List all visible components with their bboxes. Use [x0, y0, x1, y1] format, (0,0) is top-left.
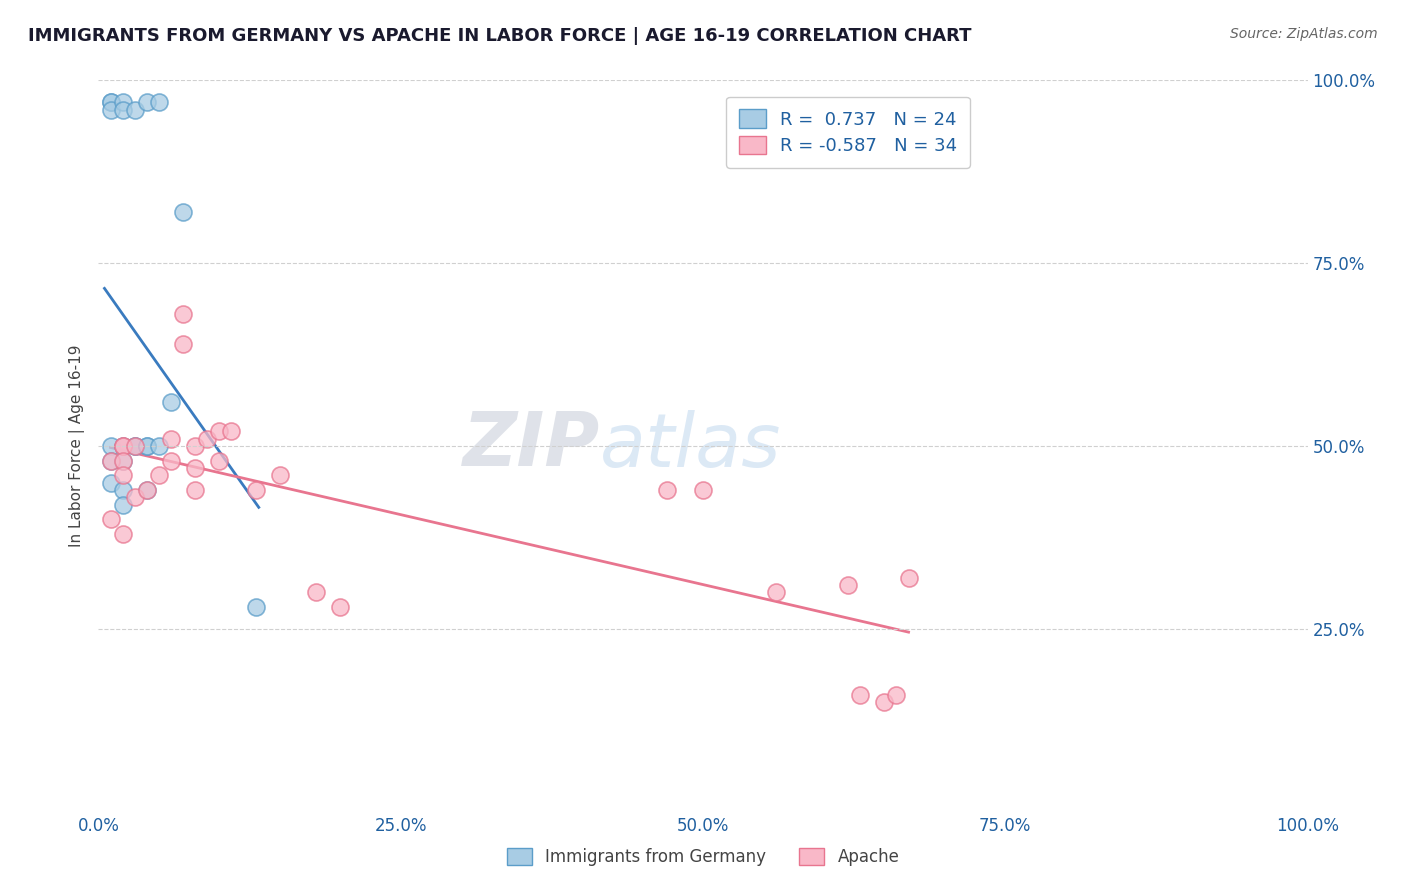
Point — [111, 453, 134, 467]
Point — [148, 439, 170, 453]
Point — [172, 336, 194, 351]
Point — [135, 439, 157, 453]
Point — [269, 468, 291, 483]
Point — [100, 512, 122, 526]
Point — [124, 439, 146, 453]
Point — [897, 571, 920, 585]
Legend: Immigrants from Germany, Apache: Immigrants from Germany, Apache — [498, 840, 908, 875]
Point — [886, 688, 908, 702]
Point — [208, 425, 231, 439]
Text: ZIP: ZIP — [463, 409, 600, 483]
Point — [111, 439, 134, 453]
Point — [692, 483, 714, 497]
Point — [100, 453, 122, 467]
Point — [135, 483, 157, 497]
Point — [195, 432, 218, 446]
Point — [111, 498, 134, 512]
Point — [135, 483, 157, 497]
Point — [111, 95, 134, 110]
Point — [305, 585, 328, 599]
Point — [111, 103, 134, 117]
Point — [160, 432, 183, 446]
Point — [873, 695, 896, 709]
Point — [160, 453, 183, 467]
Point — [100, 95, 122, 110]
Point — [124, 103, 146, 117]
Point — [111, 483, 134, 497]
Point — [329, 599, 352, 614]
Point — [221, 425, 243, 439]
Y-axis label: In Labor Force | Age 16-19: In Labor Force | Age 16-19 — [69, 344, 84, 548]
Point — [245, 599, 267, 614]
Point — [111, 439, 134, 453]
Text: IMMIGRANTS FROM GERMANY VS APACHE IN LABOR FORCE | AGE 16-19 CORRELATION CHART: IMMIGRANTS FROM GERMANY VS APACHE IN LAB… — [28, 27, 972, 45]
Point — [111, 439, 134, 453]
Point — [160, 395, 183, 409]
Point — [184, 439, 207, 453]
Legend: R =  0.737   N = 24, R = -0.587   N = 34: R = 0.737 N = 24, R = -0.587 N = 34 — [725, 96, 970, 168]
Point — [148, 468, 170, 483]
Point — [655, 483, 678, 497]
Point — [184, 461, 207, 475]
Point — [124, 439, 146, 453]
Point — [135, 95, 157, 110]
Point — [208, 453, 231, 467]
Text: atlas: atlas — [600, 410, 782, 482]
Point — [111, 468, 134, 483]
Point — [148, 95, 170, 110]
Point — [172, 205, 194, 219]
Point — [100, 103, 122, 117]
Point — [124, 439, 146, 453]
Point — [135, 439, 157, 453]
Point — [765, 585, 787, 599]
Point — [184, 483, 207, 497]
Point — [100, 453, 122, 467]
Point — [849, 688, 872, 702]
Point — [245, 483, 267, 497]
Point — [100, 439, 122, 453]
Point — [111, 453, 134, 467]
Point — [124, 490, 146, 504]
Point — [837, 578, 859, 592]
Point — [100, 95, 122, 110]
Point — [172, 307, 194, 321]
Point — [111, 526, 134, 541]
Point — [100, 475, 122, 490]
Text: Source: ZipAtlas.com: Source: ZipAtlas.com — [1230, 27, 1378, 41]
